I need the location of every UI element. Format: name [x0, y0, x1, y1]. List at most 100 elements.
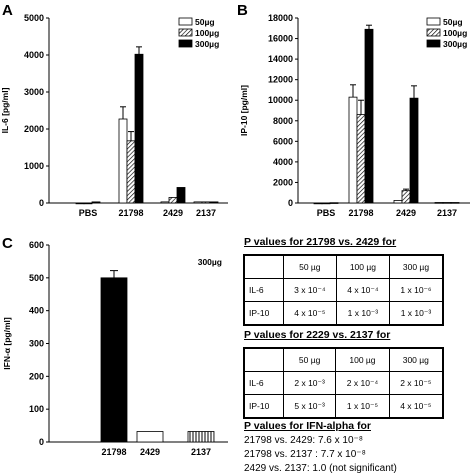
panel-a-bar: [75, 202, 85, 205]
panel-c-ytick-label: 100: [29, 404, 44, 414]
panel-a-ytick-label: 3000: [24, 87, 44, 97]
pvalue-table-1: 50 µg 100 µg 300 µg IL-6 3 x 10⁻⁴ 4 x 10⁻⁴ 1 x…: [243, 254, 444, 326]
pvalue-table-1-cell: 1 x 10⁻³: [335, 301, 390, 326]
panel-b-y-axis-label: IP-10 [pg/ml]: [239, 85, 249, 136]
pvalue-table-2-cell: 2 x 10⁻⁵: [388, 371, 444, 395]
pvalue-table-2-cell: [243, 347, 284, 372]
panel-b-legend-label: 50µg: [443, 17, 463, 27]
panel-a-category-label: 2137: [196, 208, 216, 218]
panel-b-ytick-label: 2000: [273, 177, 293, 187]
panel-a-bar: [126, 140, 136, 204]
pvalue-table1-title: P values for 21798 vs. 2429 for: [244, 236, 397, 248]
pvalue-table-1-cell: [243, 254, 284, 279]
panel-a-legend-swatch: [178, 28, 193, 37]
pvalue-table-2-cell: 100 µg: [335, 347, 390, 372]
pvalue-table-2-header-row: 50 µg 100 µg 300 µg: [243, 347, 444, 372]
panel-a-y-axis-label: IL-6 [pg/ml]: [0, 87, 10, 133]
panel-a-bar: [193, 201, 203, 204]
panel-c-y-axis-label: IFN-α [pg/ml]: [2, 317, 12, 370]
panel-c-bar: [187, 431, 215, 443]
panel-c-dose-annotation: 300µg: [198, 257, 222, 267]
pvalue-ifn-line-1: 21798 vs. 2429: 7.6 x 10⁻⁸: [244, 435, 364, 446]
pvalue-table-1-cell: 50 µg: [282, 254, 337, 279]
panel-c-bar: [136, 431, 164, 443]
panel-c-panel-letter: C: [2, 235, 13, 252]
pvalue-table-1-cell: 300 µg: [388, 254, 444, 279]
panel-b-bar: [442, 202, 452, 204]
panel-b-bar: [348, 96, 358, 204]
pvalue-ifn-line-2: 21798 vs. 2137 : 7.7 x 10⁻⁸: [244, 449, 366, 460]
panel-b-ytick-label: 4000: [273, 157, 293, 167]
pvalue-table-1-row: IP-10 4 x 10⁻⁵ 1 x 10⁻³ 1 x 10⁻³: [243, 301, 444, 326]
pvalue-table-1-cell: IL-6: [243, 278, 284, 302]
panel-b-legend-swatch: [426, 17, 441, 26]
panel-a-legend-swatch: [178, 17, 193, 26]
panel-c-category-label: 2137: [191, 447, 211, 457]
panel-a-category-label: 21798: [118, 208, 143, 218]
panel-a-legend-label: 100µg: [195, 28, 219, 38]
pvalue-table2-title: P values for 2229 vs. 2137 for: [244, 329, 391, 341]
pvalue-table-1-cell: IP-10: [243, 301, 284, 326]
panel-a-category-label: PBS: [79, 208, 98, 218]
pvalue-table-1-cell: 4 x 10⁻⁴: [335, 278, 390, 302]
pvalue-table-1-cell: 4 x 10⁻⁵: [282, 301, 337, 326]
pvalue-ifn-line-3: 2429 vs. 2137: 1.0 (not significant): [244, 463, 397, 474]
panel-a-bar: [134, 53, 144, 204]
panel-a-ytick-label: 2000: [24, 124, 44, 134]
pvalue-table-2: 50 µg 100 µg 300 µg IL-6 2 x 10⁻³ 2 x 10⁻⁴ 2 x…: [243, 347, 444, 419]
panel-b-category-label: PBS: [317, 208, 336, 218]
panel-a-bar: [201, 201, 211, 204]
panel-b-bar: [313, 202, 323, 205]
panel-b-ytick-label: 18000: [268, 13, 293, 23]
panel-b-ytick-label: 8000: [273, 116, 293, 126]
panel-a-bar: [176, 187, 186, 204]
panel-a-ytick-label: 0: [39, 198, 44, 208]
pvalue-table-2-cell: 2 x 10⁻³: [282, 371, 337, 395]
pvalue-table-2-row: IP-10 5 x 10⁻³ 1 x 10⁻⁵ 4 x 10⁻⁵: [243, 394, 444, 419]
panel-b-ytick-label: 6000: [273, 136, 293, 146]
panel-b-bar: [364, 28, 374, 204]
panel-c-ytick-label: 500: [29, 273, 44, 283]
pvalue-table-2-cell: IL-6: [243, 371, 284, 395]
pvalue-table-2-cell: 50 µg: [282, 347, 337, 372]
panel-a-bar: [160, 201, 170, 204]
panel-b-ytick-label: 10000: [268, 95, 293, 105]
panel-c-category-label: 2429: [140, 447, 160, 457]
pvalue-table-1-cell: 100 µg: [335, 254, 390, 279]
panel-b-bar: [329, 202, 339, 204]
panel-a-bar: [209, 201, 219, 204]
panel-b-legend-swatch: [426, 39, 441, 48]
panel-b-ytick-label: 12000: [268, 75, 293, 85]
panel-b-bar: [450, 202, 460, 204]
panel-a-category-label: 2429: [163, 208, 183, 218]
panel-b-category-label: 2429: [396, 208, 416, 218]
pvalue-table-2-cell: 4 x 10⁻⁵: [388, 394, 444, 419]
panel-a-legend-label: 50µg: [195, 17, 215, 27]
panel-c-ytick-label: 0: [39, 437, 44, 447]
panel-a-bar: [83, 202, 93, 205]
pvalue-table-2-cell: 5 x 10⁻³: [282, 394, 337, 419]
pvalue-ifn-title: P values for IFN-alpha for: [244, 420, 371, 432]
pvalue-table-1-header-row: 50 µg 100 µg 300 µg: [243, 254, 444, 279]
panel-c-category-label: 21798: [101, 447, 126, 457]
panel-b-category-label: 2137: [437, 208, 457, 218]
panel-b-ytick-label: 14000: [268, 54, 293, 64]
panel-b-bar: [434, 202, 444, 204]
panel-a-legend-label: 300µg: [195, 39, 219, 49]
panel-b-ytick-label: 16000: [268, 34, 293, 44]
panel-b-legend-swatch: [426, 28, 441, 37]
panel-c-ytick-label: 400: [29, 306, 44, 316]
panel-c-ytick-label: 200: [29, 371, 44, 381]
panel-b-bar: [356, 114, 366, 204]
panel-b-bar: [409, 97, 419, 204]
panel-b-bar: [393, 200, 403, 204]
panel-a-ytick-label: 5000: [24, 13, 44, 23]
panel-a-ytick-label: 4000: [24, 50, 44, 60]
panel-a-bar: [91, 201, 101, 204]
pvalue-table-2-row: IL-6 2 x 10⁻³ 2 x 10⁻⁴ 2 x 10⁻⁵: [243, 371, 444, 395]
pvalue-table-1-row: IL-6 3 x 10⁻⁴ 4 x 10⁻⁴ 1 x 10⁻⁶: [243, 278, 444, 302]
pvalue-table-2-cell: IP-10: [243, 394, 284, 419]
panel-a-bar: [168, 197, 178, 204]
panel-b-legend-label: 300µg: [443, 39, 467, 49]
pvalue-table-1-cell: 1 x 10⁻³: [388, 301, 444, 326]
